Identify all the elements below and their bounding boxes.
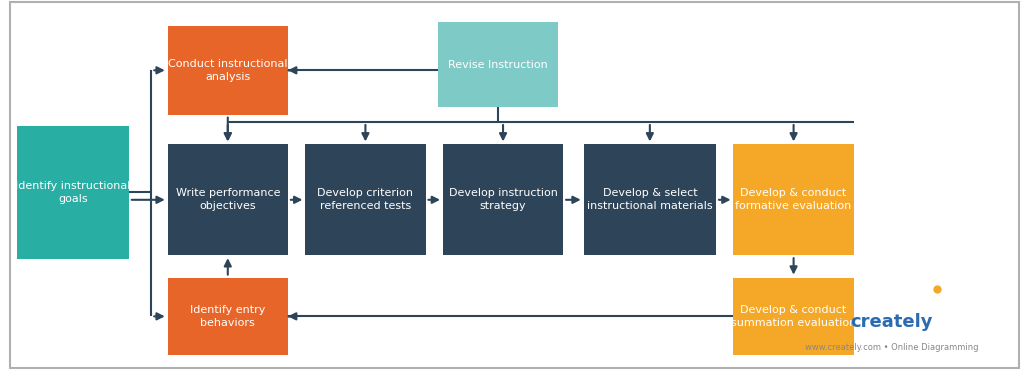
FancyBboxPatch shape [438,22,558,107]
FancyBboxPatch shape [168,144,288,255]
Text: Develop & select
instructional materials: Develop & select instructional materials [587,188,713,211]
Text: Develop criterion
referenced tests: Develop criterion referenced tests [317,188,414,211]
Text: Revise Instruction: Revise Instruction [449,60,548,70]
FancyBboxPatch shape [443,144,563,255]
FancyBboxPatch shape [16,126,129,259]
Text: Develop instruction
strategy: Develop instruction strategy [449,188,557,211]
FancyBboxPatch shape [305,144,426,255]
Text: Write performance
objectives: Write performance objectives [175,188,280,211]
FancyBboxPatch shape [584,144,716,255]
FancyBboxPatch shape [733,278,854,355]
FancyBboxPatch shape [733,144,854,255]
FancyBboxPatch shape [168,26,288,115]
Text: creately: creately [850,313,933,331]
Text: www.creately.com • Online Diagramming: www.creately.com • Online Diagramming [805,343,978,352]
Text: Develop & conduct
summation evaluation: Develop & conduct summation evaluation [731,305,856,328]
Text: Identify entry
behaviors: Identify entry behaviors [190,305,265,328]
Text: Develop & conduct
formative evaluation: Develop & conduct formative evaluation [735,188,852,211]
FancyBboxPatch shape [168,278,288,355]
Text: Conduct instructional
analysis: Conduct instructional analysis [168,59,288,82]
Text: Identify instructional
goals: Identify instructional goals [15,181,130,204]
